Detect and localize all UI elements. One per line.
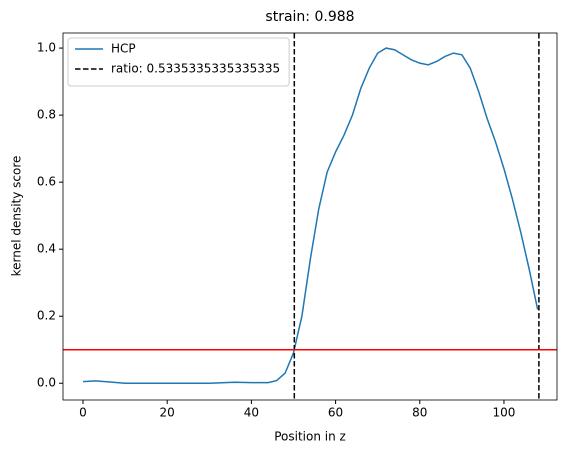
chart-title: strain: 0.988 <box>265 9 354 25</box>
x-tick-label: 100 <box>493 406 516 420</box>
y-tick-label: 0.6 <box>37 175 56 189</box>
y-tick-label: 0.2 <box>37 309 56 323</box>
legend-box <box>67 37 290 87</box>
data-line <box>82 47 539 384</box>
x-tick-label: 80 <box>412 406 427 420</box>
y-tick-label: 0.4 <box>37 242 56 256</box>
legend-label: ratio: 0.5335335335335335 <box>111 62 280 76</box>
x-tick-label: 0 <box>79 406 87 420</box>
legend-label: HCP <box>111 42 136 56</box>
y-tick-label: 0.8 <box>37 108 56 122</box>
x-tick-label: 60 <box>328 406 343 420</box>
x-tick-label: 20 <box>160 406 175 420</box>
y-tick-label: 0.0 <box>37 376 56 390</box>
x-tick-label: 40 <box>244 406 259 420</box>
plot-frame <box>62 32 558 401</box>
y-axis-label: kernel density score <box>10 156 24 277</box>
y-tick-label: 1.0 <box>37 41 56 55</box>
legend: HCP ratio: 0.5335335335335335 <box>67 37 290 87</box>
x-axis-label: Position in z <box>274 430 346 444</box>
